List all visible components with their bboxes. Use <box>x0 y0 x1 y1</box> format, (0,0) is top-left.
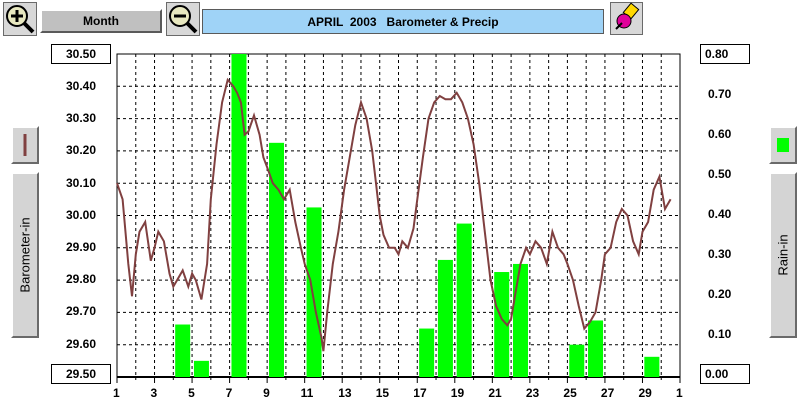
rain-legend-icon <box>777 138 789 152</box>
x-tick-label: 17 <box>413 386 427 400</box>
x-tick-label: 5 <box>188 386 195 400</box>
chart-title: APRIL 2003 Barometer & Precip <box>202 9 604 34</box>
x-tick-label: 11 <box>300 386 314 400</box>
rain-bar <box>456 223 472 377</box>
x-tick-label: 13 <box>338 386 352 400</box>
barometer-axis-button[interactable]: Barometer-in <box>11 172 39 338</box>
rain-bar <box>512 263 528 377</box>
rain-bar <box>437 259 453 377</box>
rain-bar <box>231 54 247 377</box>
left-axis-min: 29.50 <box>51 364 111 384</box>
x-tick-label: 23 <box>525 386 540 400</box>
left-axis-max: 30.50 <box>51 44 111 64</box>
paint-icon <box>610 2 643 35</box>
rain-bar <box>269 142 285 377</box>
right-tick-label: 0.40 <box>708 207 732 221</box>
paint-button[interactable] <box>610 2 643 35</box>
rain-bar <box>569 344 585 377</box>
left-tick-label: 30.10 <box>66 176 97 190</box>
zoom-out-button[interactable] <box>166 2 200 36</box>
left-tick-label: 29.70 <box>66 304 97 318</box>
left-tick-label: 29.60 <box>66 337 97 351</box>
x-tick-label: 7 <box>225 386 233 400</box>
barometer-line <box>116 77 672 352</box>
rain-bar <box>588 320 604 377</box>
rain-bar <box>494 272 510 377</box>
right-tick-label: 0.60 <box>708 127 732 141</box>
x-tick-label: 25 <box>563 386 577 400</box>
rain-legend-button[interactable] <box>769 126 797 164</box>
rain-bar <box>193 360 209 377</box>
left-tick-label: 30.40 <box>66 79 97 93</box>
left-tick-label: 30.00 <box>66 208 97 222</box>
right-tick-label: 0.30 <box>708 247 732 261</box>
rain-bar <box>419 328 435 377</box>
right-tick-label: 0.20 <box>708 287 732 301</box>
barometer-legend-button[interactable] <box>11 126 39 164</box>
rain-bar <box>175 324 191 377</box>
range-button[interactable]: Month <box>40 9 162 33</box>
x-tick-label: 1 <box>676 386 683 400</box>
x-tick-label: 1 <box>113 386 120 400</box>
right-axis-min: 0.00 <box>700 364 750 384</box>
x-tick-label: 3 <box>150 386 158 400</box>
zoom-in-button[interactable] <box>3 2 37 36</box>
x-tick-label: 19 <box>450 386 465 400</box>
left-tick-label: 29.80 <box>66 272 97 286</box>
rain-bar <box>306 207 322 377</box>
right-axis-max: 0.80 <box>700 44 750 64</box>
x-tick-label: 21 <box>488 386 502 400</box>
zoom-in-icon <box>3 2 37 36</box>
x-tick-label: 15 <box>375 386 390 400</box>
barometer-legend-icon <box>23 134 27 156</box>
x-tick-label: 9 <box>263 386 270 400</box>
left-tick-label: 30.30 <box>66 111 97 125</box>
right-tick-label: 0.70 <box>708 87 732 101</box>
zoom-out-icon <box>166 2 200 36</box>
x-tick-label: 27 <box>600 386 615 400</box>
rain-bar <box>644 356 660 377</box>
right-tick-label: 0.10 <box>708 327 732 341</box>
rain-axis-button[interactable]: Rain-in <box>769 172 797 338</box>
right-tick-label: 0.50 <box>708 167 732 181</box>
left-tick-label: 29.90 <box>66 240 97 254</box>
left-tick-label: 30.20 <box>66 143 97 157</box>
x-tick-label: 29 <box>638 386 652 400</box>
